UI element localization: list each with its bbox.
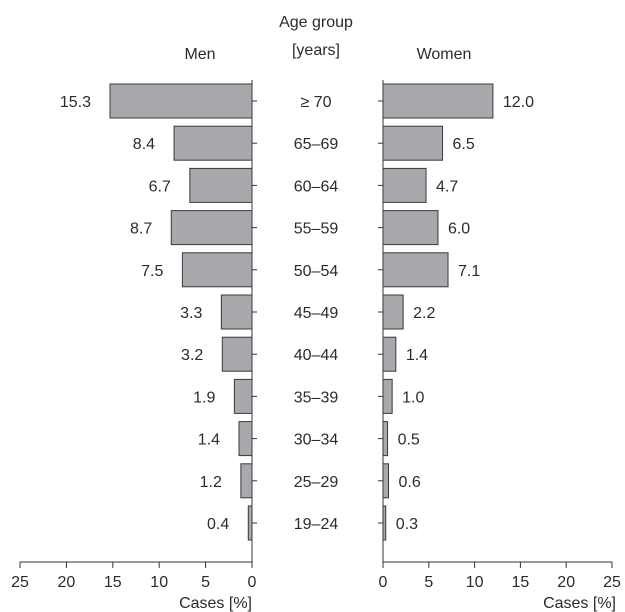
men-bar [173, 125, 253, 161]
age-group-label: 45–49 [294, 305, 339, 322]
men-series-title: Men [184, 46, 215, 63]
women-value-label: 1.4 [406, 347, 428, 364]
men-bar [181, 252, 253, 288]
men-bar [233, 378, 253, 414]
women-value-label: 0.3 [396, 516, 418, 533]
center-label: Age group [years] [279, 14, 353, 59]
women-x-tick-label: 5 [424, 574, 433, 591]
age-group-label: 30–34 [294, 432, 339, 449]
women-x-tick-label: 10 [466, 574, 484, 591]
women-bar [382, 378, 393, 414]
men-bar [220, 294, 253, 330]
women-value-label: 2.2 [413, 305, 435, 322]
women-bar [382, 167, 427, 203]
women-bar [382, 83, 494, 119]
men-bar [109, 83, 253, 119]
age-group-label: 50–54 [294, 263, 339, 280]
age-group-label: 40–44 [294, 347, 339, 364]
center-label-line-2: [years] [292, 42, 340, 59]
men-value-label: 8.4 [133, 136, 155, 153]
age-group-label: ≥ 70 [300, 94, 331, 111]
women-value-label: 0.6 [398, 474, 420, 491]
women-x-tick-label: 20 [557, 574, 575, 591]
men-value-label: 6.7 [149, 178, 171, 195]
women-x-axis-title: Cases [%] [543, 595, 616, 612]
women-bar [382, 463, 389, 499]
men-value-label: 3.2 [181, 347, 203, 364]
men-x-tick-label: 5 [201, 574, 210, 591]
men-value-label: 3.3 [180, 305, 202, 322]
men-x-tick-label: 15 [104, 574, 122, 591]
age-group-label: 60–64 [294, 178, 339, 195]
women-bar [382, 336, 397, 372]
men-value-label: 1.9 [193, 389, 215, 406]
men-x-axis-title: Cases [%] [179, 595, 252, 612]
women-bar [382, 505, 387, 541]
women-value-label: 7.1 [458, 263, 480, 280]
men-value-label: 1.2 [200, 474, 222, 491]
women-x-tick-label: 15 [512, 574, 530, 591]
men-bar [189, 167, 253, 203]
men-bar [247, 505, 253, 541]
women-value-label: 4.7 [436, 178, 458, 195]
age-group-label: 35–39 [294, 389, 339, 406]
age-group-label: 65–69 [294, 136, 339, 153]
men-x-tick-label: 25 [11, 574, 29, 591]
women-bar [382, 252, 449, 288]
men-value-label: 0.4 [207, 516, 229, 533]
women-value-label: 0.5 [398, 432, 420, 449]
women-bar [382, 125, 444, 161]
men-value-label: 1.4 [198, 432, 220, 449]
women-x-tick-label: 25 [603, 574, 621, 591]
age-group-label: 19–24 [294, 516, 339, 533]
women-value-label: 6.0 [448, 221, 470, 238]
age-group-label: 25–29 [294, 474, 339, 491]
women-value-label: 12.0 [503, 94, 534, 111]
women-bar [382, 421, 389, 457]
men-value-label: 8.7 [130, 221, 152, 238]
men-bar [238, 421, 253, 457]
men-bar [240, 463, 253, 499]
women-value-label: 6.5 [453, 136, 475, 153]
men-x-tick-label: 0 [248, 574, 257, 591]
men-value-label: 7.5 [141, 263, 163, 280]
women-bar [382, 210, 439, 246]
women-x-tick-label: 0 [379, 574, 388, 591]
men-bar [170, 210, 253, 246]
men-value-label: 15.3 [60, 94, 91, 111]
men-x-tick-label: 10 [150, 574, 168, 591]
plot-area: 15.3 12.0 ≥ 70 8.4 6.5 65–69 6.7 4.7 60–64 8.7 6.0… [11, 80, 621, 612]
women-value-label: 1.0 [402, 389, 424, 406]
women-series-title: Women [417, 46, 472, 63]
center-label-line-1: Age group [279, 14, 353, 31]
women-bar [382, 294, 404, 330]
men-x-tick-label: 20 [58, 574, 76, 591]
age-group-label: 55–59 [294, 221, 339, 238]
men-bar [221, 336, 253, 372]
